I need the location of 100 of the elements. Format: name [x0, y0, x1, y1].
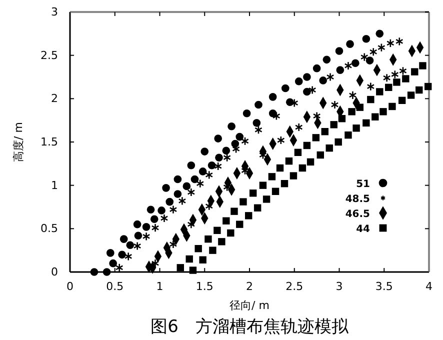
- point: [189, 266, 197, 274]
- point: [218, 238, 226, 246]
- point: [178, 196, 186, 206]
- y-tick-label: 0.5: [40, 222, 58, 236]
- point: [334, 138, 342, 146]
- point: [276, 164, 284, 172]
- point: [146, 206, 155, 214]
- point: [186, 255, 193, 263]
- y-tick-label: 1: [51, 178, 58, 192]
- point: [214, 162, 222, 171]
- point: [393, 78, 400, 86]
- point: [312, 134, 320, 142]
- point: [369, 47, 378, 56]
- point: [366, 82, 375, 91]
- point: [303, 73, 311, 81]
- point: [316, 151, 324, 159]
- point: [326, 72, 334, 82]
- point: [335, 47, 344, 55]
- text: 图6 方溜槽布焦轨迹模拟: [150, 317, 350, 337]
- point: [303, 88, 311, 96]
- point: [312, 64, 321, 72]
- point: [120, 235, 128, 243]
- point: [330, 121, 338, 128]
- x-tick-label: 3: [336, 280, 343, 293]
- point: [362, 119, 370, 127]
- point: [319, 76, 328, 84]
- point: [336, 66, 344, 74]
- x-tick-label: 1.5: [196, 280, 214, 293]
- point: [174, 175, 182, 184]
- point: [169, 240, 178, 249]
- point: [158, 206, 166, 214]
- point: [380, 108, 387, 116]
- point: [407, 92, 415, 99]
- point: [308, 86, 316, 94]
- point: [348, 90, 357, 100]
- point: [249, 190, 257, 197]
- point: [209, 246, 216, 254]
- y-tick-label: 2.5: [40, 48, 58, 62]
- point: [344, 131, 352, 139]
- point: [272, 188, 280, 196]
- legend-label: 48.5: [345, 194, 370, 205]
- y-tick-label: 3: [51, 6, 58, 19]
- point: [244, 212, 252, 220]
- point: [160, 214, 168, 223]
- point: [222, 217, 230, 224]
- point: [166, 198, 174, 206]
- point: [222, 146, 230, 155]
- point: [196, 179, 204, 188]
- point: [376, 30, 384, 38]
- point: [326, 144, 333, 152]
- point: [399, 66, 407, 76]
- point: [134, 232, 142, 240]
- point: [109, 259, 117, 268]
- point: [208, 162, 216, 170]
- point: [102, 268, 111, 276]
- x-tick-label: 2: [246, 280, 253, 293]
- x-tick-label: 2.5: [286, 280, 304, 293]
- point: [356, 104, 364, 111]
- point: [312, 112, 321, 120]
- x-axis-title: 径向/ m: [230, 299, 270, 312]
- point: [236, 220, 244, 228]
- point: [198, 168, 207, 176]
- point: [352, 124, 360, 132]
- point: [241, 136, 249, 146]
- point: [214, 226, 221, 234]
- point: [294, 122, 303, 132]
- point: [344, 61, 352, 70]
- point: [204, 235, 212, 243]
- point: [242, 110, 251, 118]
- point: [162, 184, 170, 192]
- point: [321, 128, 328, 136]
- point: [306, 158, 314, 166]
- point: [169, 205, 178, 214]
- point: [194, 244, 202, 252]
- point: [231, 140, 240, 148]
- point: [215, 154, 223, 162]
- y-tick-label: 2: [51, 92, 58, 106]
- y-tick-label: 1.5: [40, 136, 58, 149]
- point: [338, 114, 346, 122]
- point: [376, 88, 384, 96]
- point: [362, 34, 370, 43]
- point: [416, 86, 423, 94]
- x-tick-label: 1: [156, 280, 164, 293]
- point: [268, 93, 277, 101]
- point: [395, 37, 404, 46]
- point: [187, 162, 196, 170]
- point: [382, 73, 391, 82]
- point: [150, 215, 158, 224]
- point: [294, 148, 302, 156]
- x-tick-label: 3.5: [375, 280, 393, 293]
- point: [118, 250, 126, 259]
- point: [346, 40, 354, 48]
- point: [106, 249, 114, 257]
- y-axis-title: 高度/ m: [12, 122, 25, 162]
- point: [142, 232, 150, 241]
- point: [90, 268, 98, 276]
- point: [262, 196, 270, 203]
- point: [348, 108, 356, 116]
- point: [205, 202, 214, 211]
- point: [290, 172, 298, 180]
